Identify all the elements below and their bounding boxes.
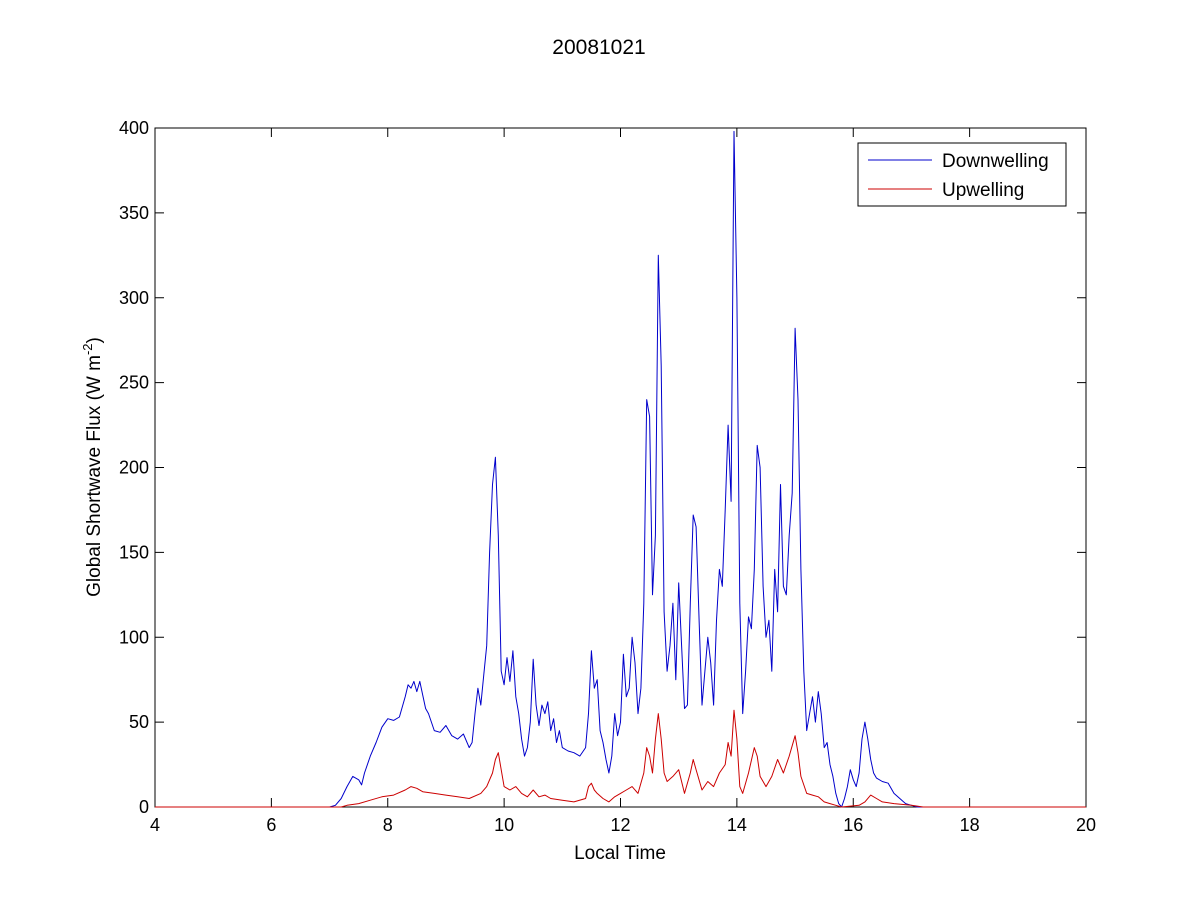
y-tick-label: 400 — [119, 118, 149, 138]
y-tick-label: 350 — [119, 203, 149, 223]
x-tick-label: 12 — [610, 815, 630, 835]
x-tick-label: 18 — [960, 815, 980, 835]
y-tick-label: 100 — [119, 627, 149, 647]
y-tick-label: 250 — [119, 373, 149, 393]
y-tick-label: 50 — [129, 712, 149, 732]
legend: Downwelling Upwelling — [857, 142, 1067, 207]
y-tick-label: 150 — [119, 542, 149, 562]
chart-title: 20081021 — [552, 36, 645, 59]
series-line-downwelling — [155, 130, 1086, 808]
y-axis-label-superscript: -2 — [80, 343, 95, 355]
x-tick-label: 4 — [150, 815, 160, 835]
y-tick-label: 300 — [119, 288, 149, 308]
legend-label-upwelling: Upwelling — [942, 180, 1024, 201]
y-tick-label: 0 — [139, 797, 149, 817]
y-axis-label-main: Global Shortwave Flux (W m — [84, 355, 105, 597]
series-lines — [155, 130, 1086, 808]
y-axis-label-end: ) — [84, 337, 105, 343]
y-axis-label: Global Shortwave Flux (W m-2) — [80, 337, 105, 597]
plot-area — [154, 127, 1087, 808]
x-tick-label: 14 — [727, 815, 747, 835]
x-tick-label: 6 — [266, 815, 276, 835]
y-tick-label: 200 — [119, 458, 149, 478]
x-tick-label: 8 — [383, 815, 393, 835]
legend-box — [857, 142, 1067, 207]
legend-label-downwelling: Downwelling — [942, 151, 1049, 172]
x-axis-label: Local Time — [574, 843, 666, 864]
x-tick-label: 20 — [1076, 815, 1096, 835]
series-line-upwelling — [155, 709, 1086, 808]
x-tick-label: 10 — [494, 815, 514, 835]
x-tick-label: 16 — [843, 815, 863, 835]
